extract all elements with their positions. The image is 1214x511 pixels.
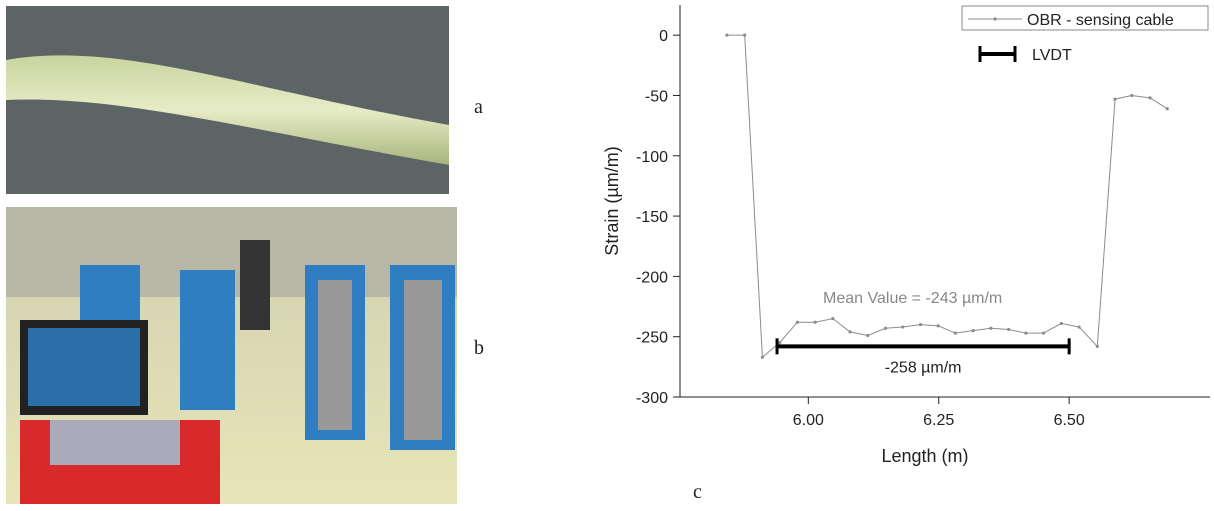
point [953,331,958,335]
point [1077,325,1081,329]
legend-swatch [993,17,997,21]
point [971,329,975,333]
point [848,330,852,334]
point [813,320,817,324]
point [1059,321,1063,326]
y-tick-label: -250 [636,330,668,347]
point [778,341,782,345]
point [883,326,888,330]
point [989,326,993,330]
y-tick-label: -150 [636,209,668,226]
y-tick-label: -300 [636,390,668,407]
point [743,33,747,37]
point [760,355,765,359]
y-axis-label: Strain (µm/m) [602,146,622,255]
panel-label: c [693,481,702,503]
y-tick-label: 0 [659,28,668,45]
annotation: Mean Value = -243 µm/m [823,290,1002,307]
photo-b [6,207,457,504]
point [795,320,799,324]
point [1007,327,1011,332]
x-tick-label: 6.50 [1054,412,1085,429]
point [1113,97,1117,101]
point [918,323,923,327]
x-tick-label: 6.00 [793,412,824,429]
photo-a [6,6,449,194]
y-tick-label: -100 [636,149,668,166]
point [1041,331,1046,335]
y-tick-label: -50 [645,88,668,105]
point [1165,107,1169,111]
lvdt-label: -258 µm/m [885,359,962,376]
point [866,333,870,338]
point [1095,344,1099,348]
point [1024,331,1028,335]
point [901,325,905,329]
y-tick-label: -200 [636,269,668,286]
point [1130,93,1134,98]
series-line [726,34,1168,359]
point [831,317,835,321]
x-axis-label: Length (m) [881,446,968,466]
panel-label: a [474,96,483,118]
chart: 0 -50 -100 -150 -200 -250 -300 6.00 6.25 6.50 Leng… [602,5,1210,466]
point [725,33,729,37]
panel-label: b [474,337,484,359]
legend-label: LVDT [1032,47,1072,64]
point [1148,96,1152,100]
point [936,324,940,328]
legend-label: OBR - sensing cable [1027,12,1174,29]
legend-box [961,5,1209,31]
x-tick-label: 6.25 [923,412,954,429]
